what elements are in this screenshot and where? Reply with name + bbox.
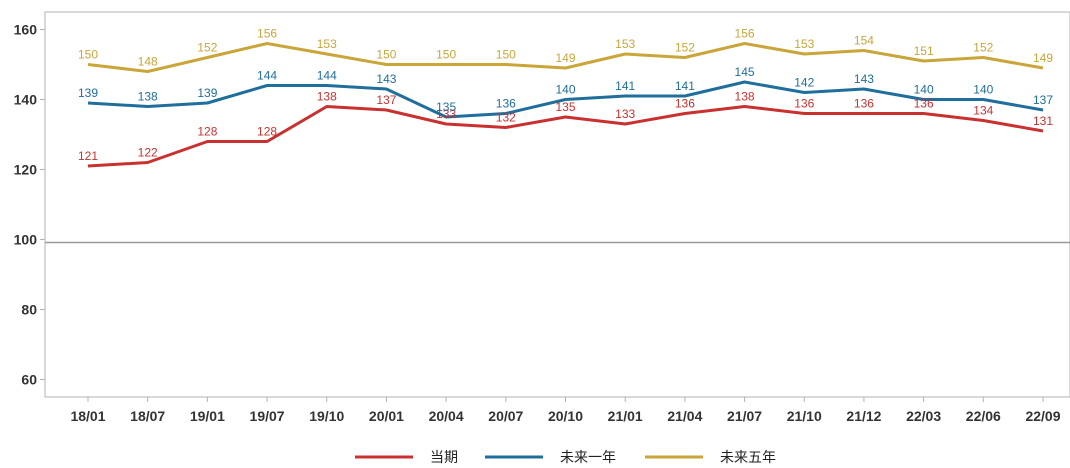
x-axis: 18/01 18/07 19/01 19/07 19/10 20/01 20/04 20/07… bbox=[70, 397, 1061, 424]
data-label: 136 bbox=[496, 97, 516, 111]
x-tick-label: 18/07 bbox=[130, 408, 165, 424]
data-label: 140 bbox=[555, 83, 575, 97]
data-label: 136 bbox=[914, 97, 934, 111]
data-label: 138 bbox=[138, 90, 158, 104]
data-label: 136 bbox=[794, 97, 814, 111]
data-label: 136 bbox=[675, 97, 695, 111]
x-tick-label: 18/01 bbox=[70, 408, 105, 424]
data-label: 138 bbox=[317, 90, 337, 104]
data-label: 152 bbox=[973, 41, 993, 55]
series-line-2 bbox=[87, 80, 1044, 119]
data-label: 139 bbox=[197, 86, 217, 100]
y-tick-label: 120 bbox=[14, 162, 38, 178]
data-label: 134 bbox=[973, 104, 993, 118]
data-label: 143 bbox=[854, 72, 874, 86]
legend-label: 未来五年 bbox=[720, 450, 776, 466]
data-label: 151 bbox=[914, 44, 934, 58]
data-label: 135 bbox=[555, 100, 575, 114]
data-label: 133 bbox=[615, 107, 635, 121]
data-label: 131 bbox=[1033, 114, 1053, 128]
x-tick-label: 21/10 bbox=[787, 408, 822, 424]
y-tick-label: 80 bbox=[21, 302, 37, 318]
series-lines bbox=[87, 42, 1044, 168]
data-label: 132 bbox=[496, 111, 516, 125]
x-tick-label: 19/10 bbox=[309, 408, 344, 424]
data-label: 153 bbox=[794, 37, 814, 51]
data-label: 154 bbox=[854, 34, 874, 48]
data-label: 144 bbox=[317, 69, 337, 83]
x-tick-label: 20/04 bbox=[429, 408, 464, 424]
x-tick-label: 22/06 bbox=[966, 408, 1001, 424]
data-label: 143 bbox=[376, 72, 396, 86]
data-label: 138 bbox=[735, 90, 755, 104]
data-label: 137 bbox=[376, 93, 396, 107]
x-tick-label: 20/10 bbox=[548, 408, 583, 424]
x-tick-label: 21/12 bbox=[846, 408, 881, 424]
data-label: 137 bbox=[1033, 93, 1053, 107]
y-tick-label: 100 bbox=[14, 232, 38, 248]
data-label: 153 bbox=[615, 37, 635, 51]
data-label: 135 bbox=[436, 100, 456, 114]
data-label: 156 bbox=[257, 27, 277, 41]
data-label: 152 bbox=[197, 41, 217, 55]
data-label: 152 bbox=[675, 41, 695, 55]
data-label: 150 bbox=[376, 48, 396, 62]
data-label: 122 bbox=[138, 146, 158, 160]
data-label: 140 bbox=[973, 83, 993, 97]
y-tick-label: 140 bbox=[14, 92, 38, 108]
y-tick-label: 60 bbox=[21, 372, 37, 388]
data-label: 139 bbox=[78, 86, 98, 100]
data-label: 144 bbox=[257, 69, 277, 83]
y-axis: 60 80 100 120 140 160 bbox=[14, 22, 45, 388]
legend-label: 当期 bbox=[430, 450, 458, 466]
x-tick-label: 21/01 bbox=[608, 408, 643, 424]
data-label: 128 bbox=[197, 125, 217, 139]
legend-label: 未来一年 bbox=[560, 450, 616, 466]
data-label: 141 bbox=[675, 79, 695, 93]
data-label: 145 bbox=[735, 65, 755, 79]
y-tick-label: 160 bbox=[14, 22, 38, 38]
x-tick-label: 21/04 bbox=[667, 408, 702, 424]
data-label: 142 bbox=[794, 76, 814, 90]
x-tick-label: 20/07 bbox=[488, 408, 523, 424]
data-label: 121 bbox=[78, 149, 98, 163]
data-label: 140 bbox=[914, 83, 934, 97]
data-label: 156 bbox=[735, 27, 755, 41]
data-label: 136 bbox=[854, 97, 874, 111]
x-tick-label: 19/01 bbox=[190, 408, 225, 424]
x-tick-label: 22/09 bbox=[1025, 408, 1060, 424]
data-label: 150 bbox=[436, 48, 456, 62]
plot-frame bbox=[44, 11, 1070, 398]
x-tick-label: 22/03 bbox=[906, 408, 941, 424]
x-tick-label: 19/07 bbox=[250, 408, 285, 424]
data-label: 133 bbox=[436, 107, 456, 121]
series-line-3 bbox=[87, 42, 1044, 73]
data-label: 149 bbox=[555, 51, 575, 65]
data-label: 150 bbox=[496, 48, 516, 62]
data-label: 153 bbox=[317, 37, 337, 51]
data-label: 150 bbox=[78, 48, 98, 62]
data-label: 148 bbox=[138, 55, 158, 69]
data-label: 128 bbox=[257, 125, 277, 139]
series-line-1 bbox=[87, 105, 1044, 168]
data-label: 141 bbox=[615, 79, 635, 93]
x-tick-label: 21/07 bbox=[727, 408, 762, 424]
x-tick-label: 20/01 bbox=[369, 408, 404, 424]
data-label: 149 bbox=[1033, 51, 1053, 65]
legend: 当期 未来一年 未来五年 bbox=[355, 450, 776, 466]
